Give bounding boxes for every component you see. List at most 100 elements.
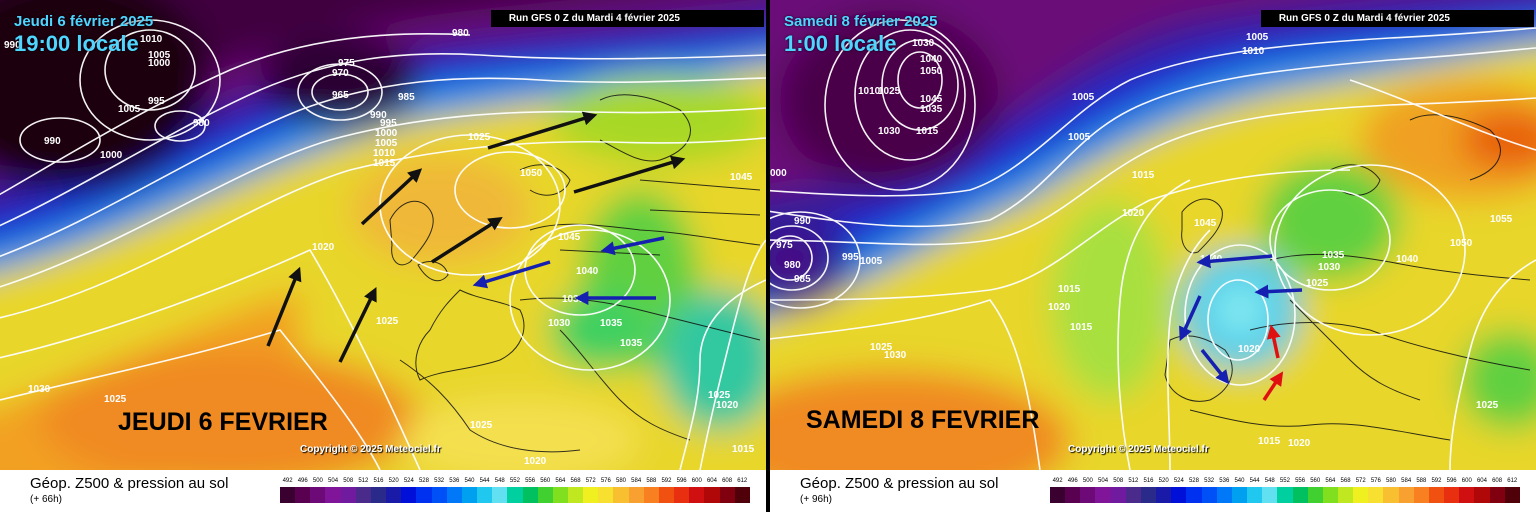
local-time: 19:00 locale (14, 31, 139, 56)
isobar-label: 980 (784, 260, 801, 271)
scale-tick: 548 (494, 478, 505, 484)
scale-tick: 572 (1355, 478, 1366, 484)
isobar-label: 1015 (1058, 284, 1081, 295)
scale-tick: 536 (1219, 478, 1230, 484)
scale-swatch (492, 487, 508, 503)
scale-swatch (1095, 487, 1111, 503)
weather-map: 1030 1040 1050 1010 1025 1045 1035 1030 1015 1005… (770, 0, 1536, 470)
scale-swatch (583, 487, 599, 503)
scale-swatch (1201, 487, 1217, 503)
isobar-label: 1025 (468, 132, 491, 143)
weather-map: 980 975 970 965 985 990 995 1000 1005 1010 1015 101… (0, 0, 766, 470)
scale-tick: 508 (343, 478, 354, 484)
scale-tick: 548 (1264, 478, 1275, 484)
isobar-label: 1005 (148, 50, 171, 61)
scale-tick: 512 (358, 478, 369, 484)
flow-arrow (1179, 295, 1202, 342)
valid-time: Jeudi 6 février 2025 19:00 locale (14, 14, 153, 58)
isobar-label: 990 (4, 40, 21, 51)
scale-tick: 560 (1310, 478, 1321, 484)
isobar-label: 1050 (520, 168, 543, 179)
forecast-day-title: JEUDI 6 FEVRIER (118, 408, 328, 436)
isobar-label: 1000 (100, 150, 123, 161)
isobar-label: 1025 (376, 316, 399, 327)
scale-tick: 608 (1492, 478, 1503, 484)
scale-tick: 584 (1401, 478, 1412, 484)
isobar-label: 1035 (600, 318, 623, 329)
color-scale: 492 496 500 504 508 512 516 520 524 528 532 536 540 5… (280, 478, 750, 503)
isobar-label: 1000 (375, 128, 398, 139)
isobar-label: 1020 (524, 456, 547, 467)
scale-tick: 584 (631, 478, 642, 484)
scale-swatch (674, 487, 690, 503)
field-title: Géop. Z500 & pression au sol (800, 475, 999, 492)
isobar-label: 1040 (920, 54, 943, 65)
flow-arrow (487, 111, 598, 150)
isobar-label: 1015 (916, 126, 939, 137)
isobar-label: 985 (398, 92, 415, 103)
scale-swatch (1065, 487, 1081, 503)
scale-tick: 516 (373, 478, 384, 484)
isobar-label: 1050 (920, 66, 943, 77)
scale-swatch (401, 487, 417, 503)
scale-swatch (1383, 487, 1399, 503)
scale-tick: 600 (691, 478, 702, 484)
valid-date: Jeudi 6 février 2025 (14, 13, 154, 30)
scale-swatch (1050, 487, 1066, 503)
scale-tick: 544 (479, 478, 490, 484)
scale-swatch (386, 487, 402, 503)
isobar-label: 1040 (576, 266, 599, 277)
left-map-panel: 980 975 970 965 985 990 995 1000 1005 1010 1015 101… (0, 0, 766, 512)
scale-swatch (416, 487, 432, 503)
scale-tick: 604 (1476, 478, 1487, 484)
forecast-day-title: SAMEDI 8 FEVRIER (806, 406, 1040, 434)
flow-arrow (1254, 284, 1303, 299)
isobar-label: 1045 (1194, 218, 1217, 229)
scale-swatch (1428, 487, 1445, 503)
scale-swatch (477, 487, 493, 503)
scale-swatch (1140, 487, 1157, 503)
isobar-label: 1015 (1258, 436, 1281, 447)
local-time: 1:00 locale (784, 31, 897, 56)
flow-arrow (472, 260, 551, 289)
scale-tick: 580 (1386, 478, 1397, 484)
flow-arrow (360, 168, 423, 226)
scale-bar (1050, 487, 1520, 503)
scale-swatch (689, 487, 705, 503)
isobar-label: 1005 (1068, 132, 1091, 143)
isobar-label: 1050 (1450, 238, 1473, 249)
scale-swatch (658, 487, 675, 503)
isobar-label: 1035 (562, 294, 585, 305)
scale-swatch (537, 487, 553, 503)
scale-swatch (507, 487, 523, 503)
scale-swatch (1504, 487, 1520, 503)
isobar-label: 1025 (708, 390, 731, 401)
forecast-lead: (+ 96h) (800, 494, 832, 505)
isobar-label: 965 (332, 90, 349, 101)
scale-tick: 540 (1234, 478, 1245, 484)
isobar-label: 1030 (1318, 262, 1341, 273)
scale-tick: 556 (1295, 478, 1306, 484)
isobar-label: 000 (770, 168, 787, 179)
scale-swatch (1292, 487, 1308, 503)
isobar-label: 975 (776, 240, 793, 251)
isobar-label: 1000 (148, 58, 171, 69)
scale-tick: 508 (1113, 478, 1124, 484)
isobar-label: 995 (842, 252, 859, 263)
scale-swatch (734, 487, 750, 503)
scale-tick: 536 (449, 478, 460, 484)
scale-swatch (613, 487, 629, 503)
scale-tick: 556 (525, 478, 536, 484)
scale-tick: 612 (737, 478, 748, 484)
isobar-label: 1030 (548, 318, 571, 329)
scale-swatch (643, 487, 659, 503)
isobar-label: 1020 (1122, 208, 1145, 219)
legend-footer: Géop. Z500 & pression au sol (+ 66h) 492… (0, 470, 766, 512)
scale-swatch (295, 487, 311, 503)
scale-tick: 552 (509, 478, 520, 484)
scale-bar (280, 487, 750, 503)
isobar-label: 985 (794, 274, 811, 285)
